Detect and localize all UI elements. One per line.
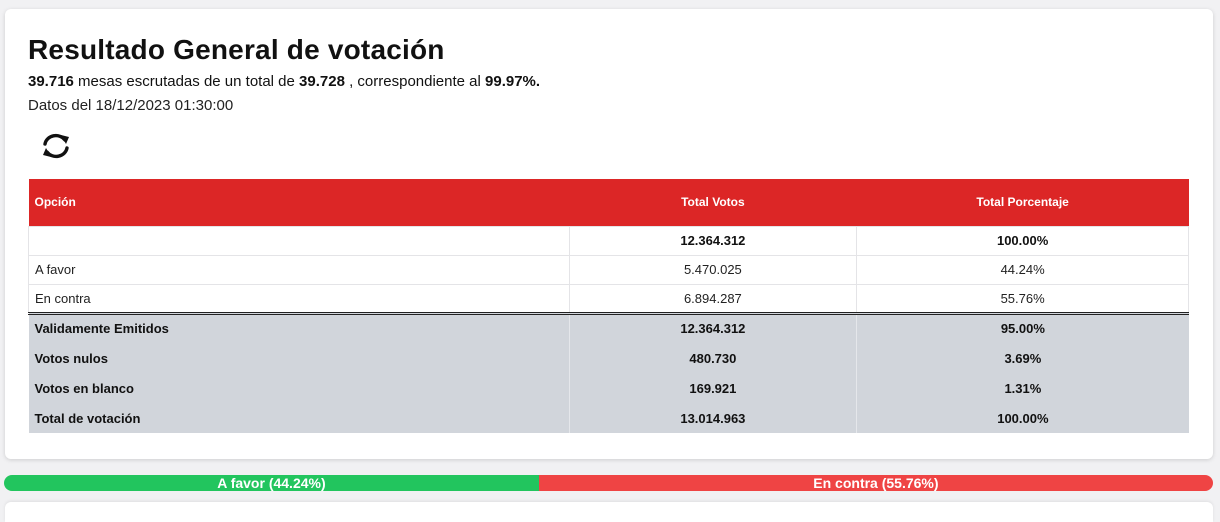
cell-option: Total de votación: [28, 403, 570, 433]
results-table: Opción Total Votos Total Porcentaje 12.3…: [28, 179, 1189, 433]
cell-percent: 95.00%: [856, 311, 1189, 343]
mesas-percent: 99.97%.: [485, 73, 541, 90]
cell-votes: 480.730: [569, 343, 858, 373]
page-title: Resultado General de votación: [28, 34, 445, 65]
table-row: En contra 6.894.287 55.76%: [28, 283, 1189, 314]
refresh-icon: [43, 133, 69, 159]
cell-votes: 12.364.312: [568, 225, 858, 256]
cell-option: A favor: [28, 254, 570, 285]
table-row: A favor 5.470.025 44.24%: [28, 254, 1189, 285]
data-timestamp: Datos del 18/12/2023 01:30:00: [28, 97, 234, 114]
header-total-votos: Total Votos: [569, 179, 857, 226]
cell-percent: 100.00%: [856, 403, 1189, 433]
results-card: Resultado General de votación 39.716 mes…: [5, 9, 1213, 459]
cell-option: Votos en blanco: [28, 373, 570, 403]
mesas-summary: 39.716 mesas escrutadas de un total de 3…: [28, 73, 540, 90]
summary-row: Validamente Emitidos 12.364.312 95.00%: [28, 311, 1189, 343]
cell-percent: 3.69%: [856, 343, 1189, 373]
progress-segment-favor: A favor (44.24%): [4, 475, 539, 491]
cell-votes: 6.894.287: [568, 283, 858, 314]
mesas-total: 39.728: [299, 73, 345, 90]
mesas-escrutadas: 39.716: [28, 73, 74, 90]
cell-option: Votos nulos: [28, 343, 570, 373]
header-total-porcentaje: Total Porcentaje: [856, 179, 1189, 226]
cell-percent: 55.76%: [856, 283, 1189, 314]
progress-segment-contra: En contra (55.76%): [538, 475, 1213, 491]
next-card: [5, 502, 1213, 522]
cell-option: [28, 225, 570, 256]
cell-votes: 13.014.963: [569, 403, 858, 433]
summary-row: Votos nulos 480.730 3.69%: [28, 343, 1189, 373]
table-row-total: 12.364.312 100.00%: [28, 225, 1189, 256]
summary-row: Votos en blanco 169.921 1.31%: [28, 373, 1189, 403]
cell-votes: 12.364.312: [569, 311, 858, 343]
summary-row: Total de votación 13.014.963 100.00%: [28, 403, 1189, 433]
summary-text-mid: mesas escrutadas de un total de: [73, 73, 300, 90]
cell-percent: 100.00%: [856, 225, 1189, 256]
header-option: Opción: [28, 179, 569, 226]
cell-option: En contra: [28, 283, 570, 314]
refresh-button[interactable]: [38, 131, 74, 161]
table-header-row: Opción Total Votos Total Porcentaje: [28, 179, 1189, 226]
cell-votes: 5.470.025: [568, 254, 858, 285]
cell-percent: 1.31%: [856, 373, 1189, 403]
summary-text-tail: , correspondiente al: [344, 73, 486, 90]
cell-percent: 44.24%: [856, 254, 1189, 285]
cell-votes: 169.921: [569, 373, 858, 403]
results-progress-bar: A favor (44.24%) En contra (55.76%): [4, 475, 1213, 491]
cell-option: Validamente Emitidos: [28, 311, 570, 343]
